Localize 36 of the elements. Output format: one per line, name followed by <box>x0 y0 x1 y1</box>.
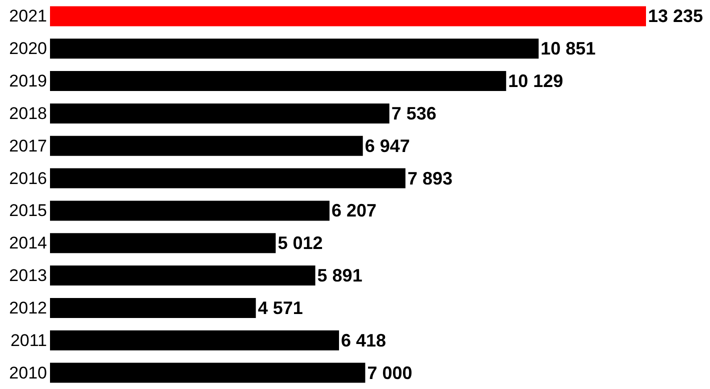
y-tick-label: 2018 <box>9 104 47 123</box>
data-label: 7 536 <box>391 103 436 124</box>
bar <box>50 38 539 59</box>
y-tick-label: 2010 <box>9 363 47 382</box>
y-tick-label: 2013 <box>9 266 47 286</box>
bar <box>50 298 256 318</box>
data-label: 7 893 <box>407 168 452 188</box>
data-label: 6 207 <box>332 200 377 221</box>
y-tick-label: 2012 <box>9 298 47 318</box>
bar <box>50 330 340 350</box>
y-tick-label: 2016 <box>9 168 47 188</box>
data-label: 5 012 <box>278 233 323 254</box>
y-tick-label: 2020 <box>9 39 47 58</box>
data-label: 6 418 <box>341 330 386 350</box>
data-label: 13 235 <box>648 6 704 26</box>
data-label: 4 571 <box>258 298 303 318</box>
y-tick-label: 2014 <box>9 234 47 253</box>
y-tick-label: 2021 <box>9 6 47 26</box>
bar <box>50 136 363 156</box>
bar <box>50 6 646 26</box>
bar <box>50 168 406 188</box>
bar <box>50 103 390 124</box>
data-label: 7 000 <box>367 362 412 383</box>
y-tick-label: 2011 <box>10 330 47 350</box>
bar <box>50 200 330 221</box>
bar <box>50 266 316 286</box>
y-tick-label: 2015 <box>9 201 47 220</box>
data-label: 5 891 <box>317 266 362 286</box>
bar <box>50 71 506 92</box>
y-tick-label: 2019 <box>9 72 47 91</box>
data-label: 10 129 <box>508 71 564 92</box>
bar <box>50 233 276 254</box>
bar <box>50 362 366 383</box>
data-label: 10 851 <box>540 38 596 59</box>
data-label: 6 947 <box>364 136 410 156</box>
y-tick-label: 2017 <box>9 136 47 156</box>
